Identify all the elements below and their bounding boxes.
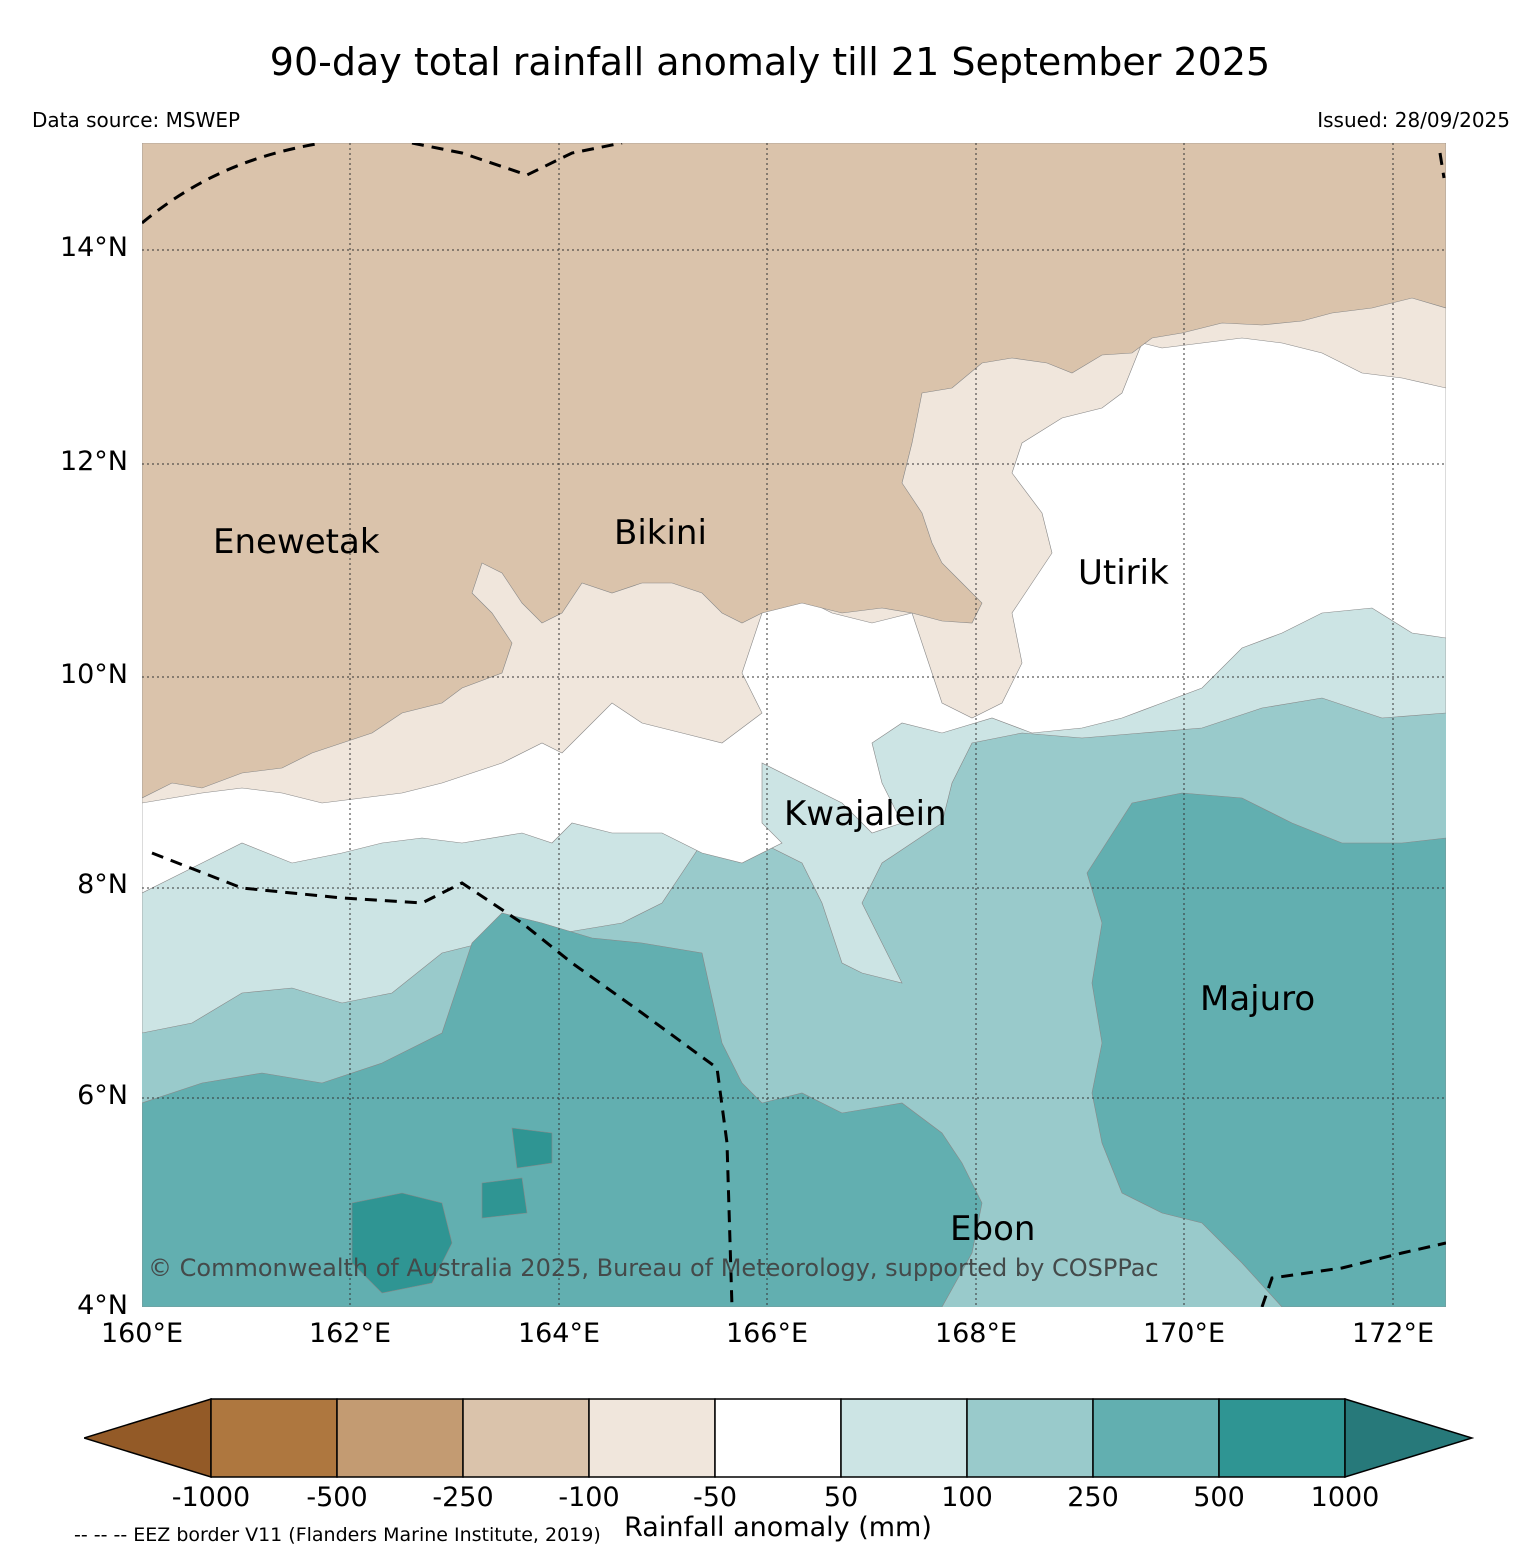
colorbar-title: Rainfall anomaly (mm) (624, 1512, 932, 1543)
lat-tick: 4°N (77, 1290, 128, 1321)
colorbar-tick-label: -100 (558, 1482, 620, 1513)
place-label-bikini: Bikini (614, 513, 707, 553)
colorbar-tick-label: 500 (1193, 1482, 1245, 1513)
colorbar-swatch (588, 1398, 716, 1478)
lon-tick: 172°E (1351, 1318, 1435, 1349)
colorbar-swatch (210, 1398, 338, 1478)
place-label-enewetak: Enewetak (213, 522, 380, 562)
place-label-kwajalein: Kwajalein (784, 794, 947, 834)
colorbar-swatch (1218, 1398, 1346, 1478)
band-500-1000-b (511, 1127, 553, 1169)
colorbar-swatch (840, 1398, 968, 1478)
rainfall-anomaly-map (142, 143, 1446, 1307)
lon-tick: 166°E (725, 1318, 809, 1349)
colorbar-tick-label: 1000 (1310, 1482, 1380, 1513)
lon-tick: 160°E (100, 1318, 184, 1349)
lon-tick: 162°E (308, 1318, 392, 1349)
colorbar-extend-high (1344, 1397, 1474, 1479)
lat-tick: 6°N (77, 1080, 128, 1111)
colorbar-swatch (966, 1398, 1094, 1478)
map-title: 90-day total rainfall anomaly till 21 Se… (269, 40, 1271, 84)
colorbar-swatch (336, 1398, 464, 1478)
gridlines (142, 143, 1446, 1307)
lat-tick: 14°N (59, 232, 128, 263)
place-label-majuro: Majuro (1200, 979, 1316, 1019)
lat-tick: 12°N (59, 446, 128, 477)
colorbar (84, 1397, 1474, 1479)
lon-tick: 164°E (517, 1318, 601, 1349)
colorbar-tick-label: -50 (692, 1482, 738, 1513)
copyright-notice: © Commonwealth of Australia 2025, Bureau… (148, 1254, 1159, 1282)
colorbar-tick-label: 100 (941, 1482, 993, 1513)
colorbar-tick-label: -1000 (171, 1482, 251, 1513)
lat-tick: 8°N (77, 869, 128, 900)
colorbar-tick-label: -500 (306, 1482, 368, 1513)
lon-tick: 170°E (1142, 1318, 1226, 1349)
band-minus250-minus100 (142, 143, 1446, 799)
colorbar-swatch (714, 1398, 842, 1478)
colorbar-tick-label: 250 (1067, 1482, 1119, 1513)
colorbar-tick-label: -250 (432, 1482, 494, 1513)
colorbar-swatch (1092, 1398, 1220, 1478)
lon-tick: 168°E (934, 1318, 1018, 1349)
colorbar-extend-low (84, 1397, 212, 1479)
colorbar-tick-label: 50 (823, 1482, 859, 1513)
band-250-500-east (1086, 792, 1446, 1307)
place-label-ebon: Ebon (950, 1209, 1036, 1249)
lat-tick: 10°N (59, 659, 128, 690)
band-500-1000-c (481, 1177, 528, 1219)
eez-legend-note: -- -- -- EEZ border V11 (Flanders Marine… (74, 1524, 601, 1546)
issued-date: Issued: 28/09/2025 (1317, 108, 1510, 132)
band-500-1000-a (351, 1192, 453, 1294)
data-source: Data source: MSWEP (32, 108, 241, 132)
colorbar-swatch (462, 1398, 590, 1478)
place-label-utirik: Utirik (1078, 553, 1169, 593)
eez-border (142, 143, 1446, 1307)
